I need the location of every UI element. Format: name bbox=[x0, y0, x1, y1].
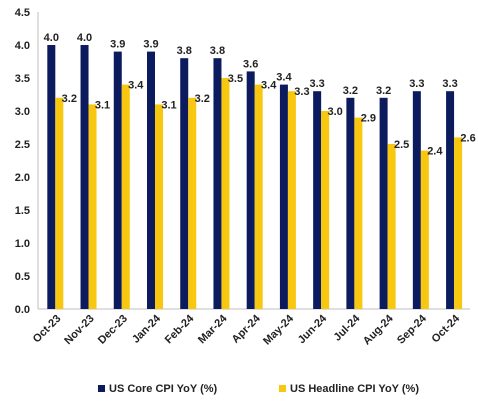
core-cpi-data-label: 4.0 bbox=[77, 32, 92, 44]
x-tick-label: Nov-23 bbox=[62, 313, 96, 347]
headline-cpi-bar bbox=[454, 137, 463, 309]
y-tick-label: 1.5 bbox=[15, 205, 30, 217]
headline-cpi-bar bbox=[354, 117, 363, 309]
headline-cpi-data-label: 3.4 bbox=[128, 80, 144, 92]
headline-cpi-bar bbox=[154, 104, 163, 310]
headline-cpi-data-label: 3.4 bbox=[261, 80, 277, 92]
y-tick-label: 2.5 bbox=[15, 139, 30, 151]
headline-cpi-bar bbox=[287, 91, 296, 309]
headline-cpi-data-label: 3.2 bbox=[62, 93, 77, 105]
core-cpi-bar bbox=[446, 91, 455, 309]
x-tick-label: Oct-23 bbox=[31, 313, 64, 346]
headline-cpi-bar bbox=[387, 144, 396, 309]
core-cpi-bar bbox=[146, 51, 155, 309]
x-tick-label: Jun-24 bbox=[296, 312, 330, 346]
core-cpi-data-label: 4.0 bbox=[44, 32, 59, 44]
headline-cpi-data-label: 2.4 bbox=[427, 146, 443, 158]
core-cpi-data-label: 3.2 bbox=[376, 85, 391, 97]
headline-cpi-bar bbox=[55, 97, 64, 309]
headline-cpi-data-label: 2.9 bbox=[361, 113, 376, 125]
headline-cpi-data-label: 3.3 bbox=[294, 86, 309, 98]
x-tick-label: Oct-24 bbox=[429, 312, 462, 345]
x-tick-label: Sep-24 bbox=[395, 312, 430, 347]
x-tick-label: Mar-24 bbox=[196, 312, 230, 346]
y-tick-labels: 0.0 0.5 1.0 1.5 2.0 2.5 3.0 3.5 4.0 4.5 bbox=[15, 7, 30, 316]
core-cpi-bar bbox=[180, 58, 189, 310]
x-tick-label: Aug-24 bbox=[361, 312, 396, 347]
core-cpi-data-label: 3.2 bbox=[343, 85, 358, 97]
core-cpi-data-label: 3.9 bbox=[143, 39, 158, 51]
headline-cpi-bar bbox=[121, 84, 130, 309]
core-cpi-data-label: 3.6 bbox=[243, 58, 258, 70]
legend-swatch-headline bbox=[279, 385, 286, 392]
data-labels: 4.03.24.03.13.93.43.93.13.83.23.83.53.63… bbox=[44, 32, 476, 158]
core-cpi-bar bbox=[213, 58, 222, 310]
core-cpi-bar bbox=[313, 91, 322, 309]
legend: US Core CPI YoY (%) US Headline CPI YoY (… bbox=[98, 383, 419, 395]
core-cpi-bar bbox=[246, 71, 255, 310]
y-tick-label: 0.5 bbox=[15, 271, 30, 283]
headline-cpi-data-label: 3.5 bbox=[228, 73, 243, 85]
headline-cpi-bar bbox=[254, 84, 263, 309]
x-tick-label: Dec-23 bbox=[96, 313, 130, 347]
legend-label-headline: US Headline CPI YoY (%) bbox=[290, 383, 419, 395]
headline-cpi-data-label: 2.6 bbox=[460, 132, 475, 144]
y-tick-label: 3.0 bbox=[15, 106, 30, 118]
core-cpi-data-label: 3.4 bbox=[276, 72, 292, 84]
y-tick-label: 3.5 bbox=[15, 73, 30, 85]
core-cpi-data-label: 3.3 bbox=[442, 78, 457, 90]
core-cpi-data-label: 3.9 bbox=[110, 39, 125, 51]
headline-cpi-data-label: 3.1 bbox=[161, 99, 176, 111]
bars bbox=[47, 45, 463, 310]
core-cpi-data-label: 3.8 bbox=[177, 45, 192, 57]
headline-cpi-bar bbox=[420, 150, 429, 309]
y-tick-label: 1.0 bbox=[15, 238, 30, 250]
y-tick-label: 0.0 bbox=[15, 304, 30, 316]
y-tick-label: 2.0 bbox=[15, 172, 30, 184]
headline-cpi-data-label: 3.0 bbox=[328, 106, 343, 118]
headline-cpi-data-label: 2.5 bbox=[394, 139, 409, 151]
x-tick-label: May-24 bbox=[261, 312, 296, 347]
core-cpi-bar bbox=[113, 51, 122, 309]
core-cpi-bar bbox=[412, 91, 421, 309]
core-cpi-bar bbox=[279, 84, 288, 309]
core-cpi-bar bbox=[47, 45, 56, 309]
core-cpi-data-label: 3.8 bbox=[210, 45, 225, 57]
core-cpi-bar bbox=[379, 97, 388, 309]
headline-cpi-bar bbox=[221, 78, 230, 309]
headline-cpi-bar bbox=[88, 104, 97, 310]
legend-swatch-core bbox=[98, 385, 105, 392]
x-tick-label: Jul-24 bbox=[332, 312, 364, 344]
core-cpi-data-label: 3.3 bbox=[310, 78, 325, 90]
core-cpi-bar bbox=[80, 45, 89, 309]
headline-cpi-bar bbox=[188, 97, 197, 309]
headline-cpi-data-label: 3.1 bbox=[95, 99, 110, 111]
y-tick-label: 4.5 bbox=[15, 7, 30, 19]
x-tick-label: Feb-24 bbox=[163, 312, 197, 346]
core-cpi-data-label: 3.3 bbox=[409, 78, 424, 90]
headline-cpi-bar bbox=[321, 111, 330, 309]
headline-cpi-data-label: 3.2 bbox=[195, 93, 210, 105]
legend-label-core: US Core CPI YoY (%) bbox=[109, 383, 218, 395]
core-cpi-bar bbox=[346, 97, 355, 309]
x-tick-label: Apr-24 bbox=[230, 312, 264, 346]
y-tick-label: 4.0 bbox=[15, 40, 30, 52]
x-tick-label: Jan-24 bbox=[130, 312, 164, 346]
